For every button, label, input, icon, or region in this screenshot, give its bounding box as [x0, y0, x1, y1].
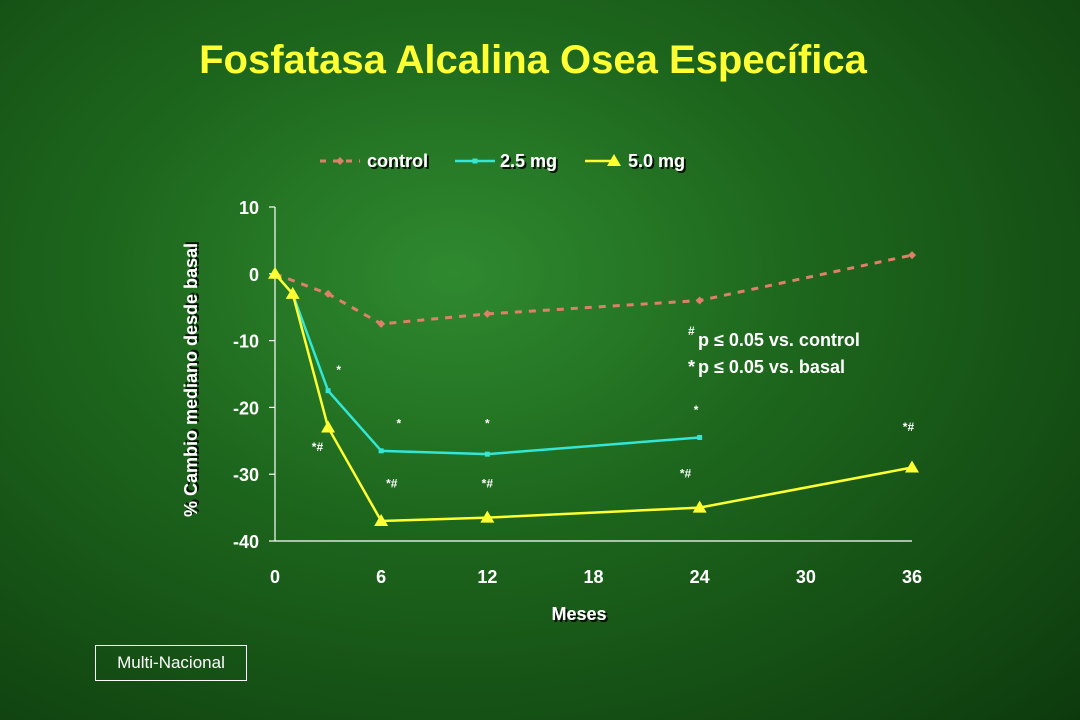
x-tick-label: 24: [690, 567, 710, 587]
data-point: [325, 388, 331, 394]
y-axis-title: % Cambio mediano desde basal: [181, 243, 201, 517]
x-tick-label: 18: [583, 567, 603, 587]
significance-mark: *: [485, 416, 490, 430]
data-point: [697, 434, 703, 440]
series-line: [274, 253, 913, 326]
significance-mark: *#: [680, 467, 692, 481]
data-point: [377, 319, 386, 328]
significance-mark: *#: [482, 477, 494, 491]
note-symbol: *: [688, 357, 695, 377]
y-tick-label: -30: [233, 465, 259, 485]
y-tick-label: -10: [233, 332, 259, 352]
data-point: [908, 251, 916, 260]
data-point: [268, 266, 282, 279]
series-line: [274, 272, 913, 523]
note-text: p ≤ 0.05 vs. basal: [698, 357, 845, 377]
legend: control 2.5 mg 5.0 mg: [320, 151, 685, 171]
data-point: [324, 289, 333, 298]
y-tick-label: 0: [249, 265, 259, 285]
annotation-layer: * * * * *# *# *# *# *#: [312, 363, 915, 491]
legend-label: control: [367, 151, 428, 171]
series-layer: [268, 251, 919, 526]
legend-swatch-marker: [336, 157, 344, 165]
slide-title: Fosfatasa Alcalina Osea Específica: [199, 38, 867, 82]
series-control: [271, 251, 916, 328]
significance-mark: *#: [312, 440, 324, 454]
data-point: [692, 500, 707, 513]
significance-mark: *: [336, 363, 341, 377]
series-5-0-mg: [268, 266, 919, 526]
y-tick-label: 10: [239, 198, 259, 218]
note-text: p ≤ 0.05 vs. control: [698, 330, 860, 350]
x-axis-title: Meses: [551, 604, 606, 624]
data-point: [483, 309, 492, 318]
x-tick-label: 36: [902, 567, 922, 587]
data-point: [695, 296, 704, 305]
x-tick-label: 12: [477, 567, 497, 587]
legend-item: 5.0 mg: [585, 151, 685, 171]
significance-mark: *#: [903, 420, 915, 434]
note-symbol: #: [688, 324, 695, 338]
y-tick-label: -40: [233, 532, 259, 552]
significance-mark: *#: [386, 477, 398, 491]
data-point: [378, 448, 384, 454]
legend-swatch-marker: [607, 154, 621, 166]
legend-item: control: [320, 151, 428, 171]
legend-label: 5.0 mg: [628, 151, 685, 171]
data-point: [374, 513, 389, 526]
axes: 10 0 -10 -20 -30 -40 0 6 12 18 24 30 36 Meses % Cambio…: [181, 198, 922, 624]
x-tick-label: 6: [376, 567, 386, 587]
y-tick-label: -20: [233, 398, 259, 418]
footer-label: Multi-Nacional: [95, 645, 247, 681]
significance-mark: *: [397, 416, 402, 430]
data-point: [484, 451, 490, 457]
data-point: [905, 460, 919, 473]
data-point: [321, 420, 336, 433]
x-tick-label: 30: [796, 567, 816, 587]
legend-swatch-marker: [472, 158, 478, 164]
legend-label: 2.5 mg: [500, 151, 557, 171]
legend-item: 2.5 mg: [455, 151, 557, 171]
data-point: [285, 286, 300, 299]
significance-mark: *: [694, 403, 699, 417]
significance-notes: # p ≤ 0.05 vs. control* p ≤ 0.05 vs. basa…: [688, 324, 860, 377]
data-point: [480, 510, 495, 523]
x-tick-label: 0: [270, 567, 280, 587]
